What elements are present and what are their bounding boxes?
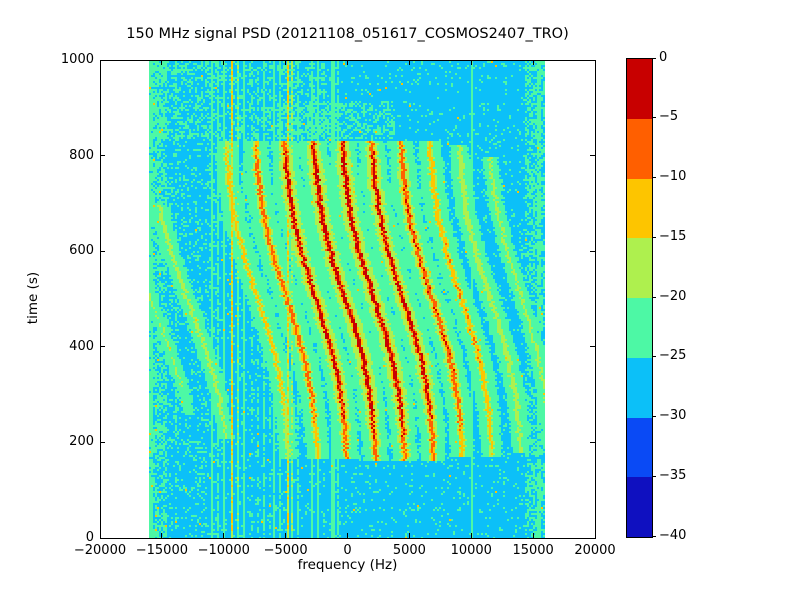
colorbar-tick-label: −5 xyxy=(659,109,679,125)
colorbar-tick xyxy=(652,236,656,238)
x-tick-label: −20000 xyxy=(73,543,127,558)
plot-area xyxy=(100,60,596,539)
y-tick xyxy=(590,537,595,539)
chart-title: 150 MHz signal PSD (20121108_051617_COSM… xyxy=(126,26,569,42)
y-tick-label: 0 xyxy=(85,530,94,545)
x-tick xyxy=(408,60,410,65)
y-tick xyxy=(100,346,105,348)
x-tick xyxy=(532,533,534,538)
spectrogram-canvas xyxy=(149,61,545,538)
x-tick xyxy=(223,60,225,65)
x-tick-label: 15000 xyxy=(512,543,554,558)
y-tick xyxy=(100,537,105,539)
colorbar-tick-label: −25 xyxy=(659,348,687,364)
colorbar-band xyxy=(627,118,652,179)
x-tick-label: 5000 xyxy=(392,543,426,558)
x-tick xyxy=(161,60,163,65)
y-tick xyxy=(100,155,105,157)
y-axis-label: time (s) xyxy=(25,271,41,325)
colorbar-tick xyxy=(652,57,656,59)
x-tick xyxy=(161,533,163,538)
y-tick-label: 800 xyxy=(69,147,94,163)
colorbar-tick-label: −20 xyxy=(659,288,687,304)
y-tick xyxy=(590,250,595,252)
x-tick xyxy=(594,60,596,65)
colorbar-tick xyxy=(652,117,656,119)
x-tick xyxy=(470,60,472,65)
x-tick xyxy=(470,533,472,538)
colorbar-tick xyxy=(652,475,656,477)
colorbar-tick xyxy=(652,356,656,358)
y-tick xyxy=(100,250,105,252)
colorbar-tick-label: −40 xyxy=(659,527,687,543)
y-tick-label: 200 xyxy=(69,434,94,450)
y-tick-label: 400 xyxy=(69,338,94,354)
colorbar-tick xyxy=(652,177,656,178)
colorbar-band xyxy=(627,477,652,537)
x-tick xyxy=(285,60,287,65)
x-tick-label: 10000 xyxy=(450,543,492,558)
colorbar-tick xyxy=(652,296,656,298)
y-tick-label: 1000 xyxy=(60,52,94,67)
colorbar-band xyxy=(627,357,652,418)
x-tick xyxy=(532,60,534,65)
x-tick xyxy=(408,533,410,538)
y-tick xyxy=(590,155,595,157)
colorbar-band xyxy=(627,417,652,478)
y-tick xyxy=(590,441,595,443)
x-tick xyxy=(594,533,596,538)
x-tick xyxy=(347,60,348,65)
colorbar-tick-label: −10 xyxy=(659,169,687,184)
colorbar-band xyxy=(627,298,652,358)
colorbar-tick xyxy=(652,535,656,537)
x-axis-label: frequency (Hz) xyxy=(297,557,398,573)
colorbar-band xyxy=(627,238,652,298)
colorbar-tick-label: −35 xyxy=(659,467,687,483)
y-tick-label: 600 xyxy=(69,243,94,259)
x-tick xyxy=(223,533,225,538)
x-tick xyxy=(99,533,101,538)
colorbar-tick-label: −15 xyxy=(659,228,687,244)
colorbar-band xyxy=(627,59,652,119)
x-tick xyxy=(99,60,101,65)
colorbar-tick-label: −30 xyxy=(659,408,687,423)
colorbar-tick-label: 0 xyxy=(659,49,668,65)
x-tick-label: −5000 xyxy=(263,543,308,558)
x-tick-label: 0 xyxy=(343,543,352,558)
y-tick xyxy=(590,59,595,61)
x-tick xyxy=(285,533,287,538)
y-tick xyxy=(590,346,595,348)
colorbar xyxy=(626,58,653,538)
y-tick xyxy=(100,441,105,443)
x-tick-label: −15000 xyxy=(135,543,188,558)
x-tick xyxy=(347,533,348,538)
y-tick xyxy=(100,59,105,61)
x-tick-label: −10000 xyxy=(197,543,250,558)
colorbar-band xyxy=(627,178,652,239)
x-tick-label: 20000 xyxy=(574,543,616,558)
colorbar-tick xyxy=(652,416,656,417)
